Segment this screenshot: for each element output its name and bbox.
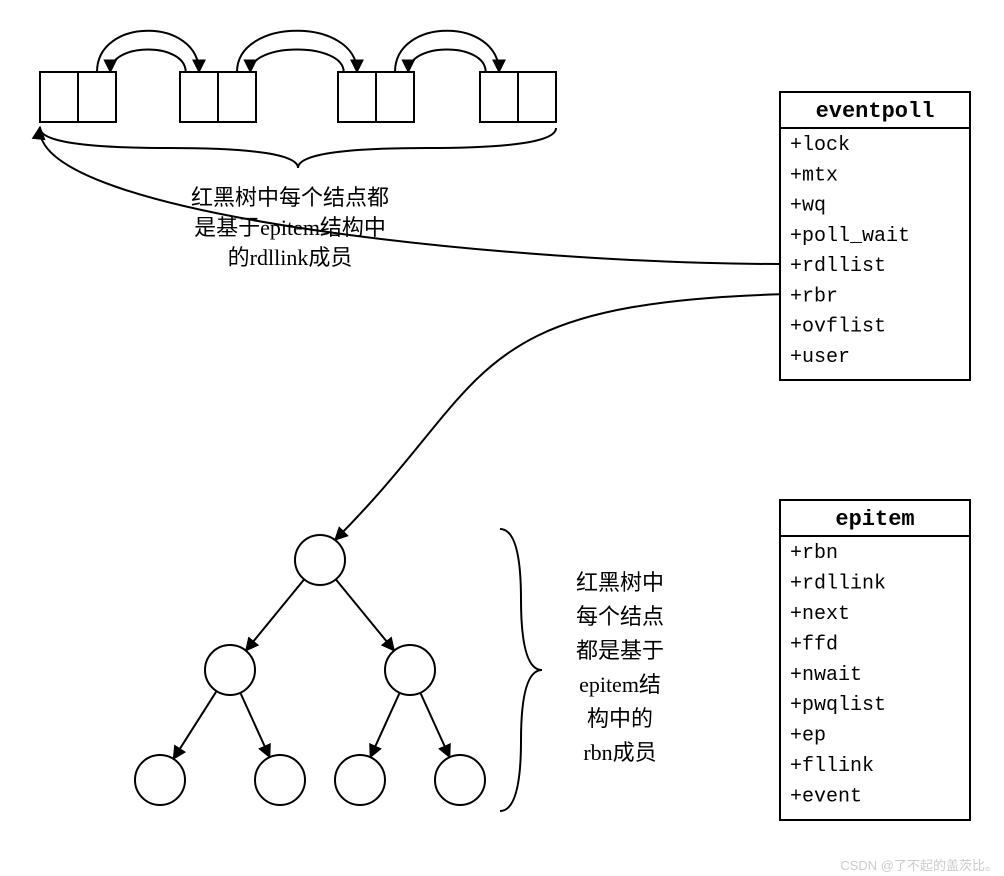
struct-field: +lock — [790, 134, 850, 157]
brace-right — [500, 529, 542, 811]
list-node-right — [376, 72, 414, 122]
caption-rbn: 红黑树中每个结点都是基于 epitem结构中的 rbn成员 — [576, 570, 664, 765]
struct-title: epitem — [835, 507, 914, 532]
list-node-left — [480, 72, 518, 122]
diagram-canvas: 红黑树中每个结点都是基于epitem结构中的rdllink成员 红黑树中每个结点… — [0, 0, 1004, 876]
watermark: CSDN @了不起的盖茨比。 — [840, 858, 998, 873]
tree-edge — [336, 579, 394, 650]
tree-edge — [370, 693, 399, 757]
struct-field: +rbr — [790, 285, 838, 308]
struct-field: +nwait — [790, 664, 862, 687]
list-node-left — [40, 72, 78, 122]
tree-node — [255, 755, 305, 805]
tree-edge — [420, 693, 449, 757]
struct-field: +poll_wait — [790, 225, 910, 248]
struct-field: +pwqlist — [790, 694, 886, 717]
edge-rbr — [335, 294, 780, 540]
struct-field: +wq — [790, 195, 826, 218]
tree-node — [135, 755, 185, 805]
tree-node — [385, 645, 435, 695]
struct-field: +rdllink — [790, 572, 886, 595]
tree-node — [205, 645, 255, 695]
list-node-left — [180, 72, 218, 122]
struct-field: +ffd — [790, 633, 838, 656]
brace-top — [40, 128, 556, 168]
struct-field: +event — [790, 786, 862, 809]
struct-field: +ep — [790, 725, 826, 748]
tree-node — [295, 535, 345, 585]
struct-field: +ovflist — [790, 316, 886, 339]
caption-line: 每个结点 — [576, 604, 664, 629]
list-forward-arc — [237, 31, 357, 72]
caption-line: epitem结 — [579, 672, 661, 697]
tree-nodes — [135, 535, 485, 805]
caption-line: 的rdllink成员 — [228, 245, 353, 270]
struct-title: eventpoll — [816, 99, 935, 124]
caption-rdllink: 红黑树中每个结点都是基于epitem结构中的rdllink成员 — [191, 185, 389, 270]
caption-line: rbn成员 — [583, 740, 656, 765]
list-backward-arc — [408, 50, 485, 73]
list-forward-arc — [395, 31, 499, 72]
struct-eventpoll: eventpoll +lock +mtx +wq +poll_wait +rdllist +… — [780, 92, 970, 380]
list-backward-arc — [250, 50, 343, 73]
linked-list — [40, 72, 556, 122]
tree-node — [435, 755, 485, 805]
struct-field: +rdllist — [790, 255, 886, 278]
tree-edge — [173, 691, 216, 759]
tree-edge — [240, 693, 269, 757]
caption-line: 都是基于 — [576, 638, 664, 663]
caption-line: 构中的 — [587, 706, 653, 731]
list-backward-arc — [110, 50, 185, 73]
struct-field: +fllink — [790, 755, 874, 778]
struct-epitem: epitem +rbn +rdllink +next +ffd +nwait +pwqlis… — [780, 500, 970, 820]
list-node-right — [518, 72, 556, 122]
list-node-right — [78, 72, 116, 122]
tree-edge — [246, 579, 304, 650]
caption-line: 红黑树中每个结点都 — [191, 185, 389, 210]
struct-field: +next — [790, 603, 850, 626]
caption-line: 红黑树中 — [576, 570, 664, 595]
struct-field: +rbn — [790, 542, 838, 565]
list-node-left — [338, 72, 376, 122]
struct-field: +mtx — [790, 164, 838, 187]
linked-list-edges — [97, 31, 499, 72]
tree-node — [335, 755, 385, 805]
struct-field: +user — [790, 346, 850, 369]
list-node-right — [218, 72, 256, 122]
